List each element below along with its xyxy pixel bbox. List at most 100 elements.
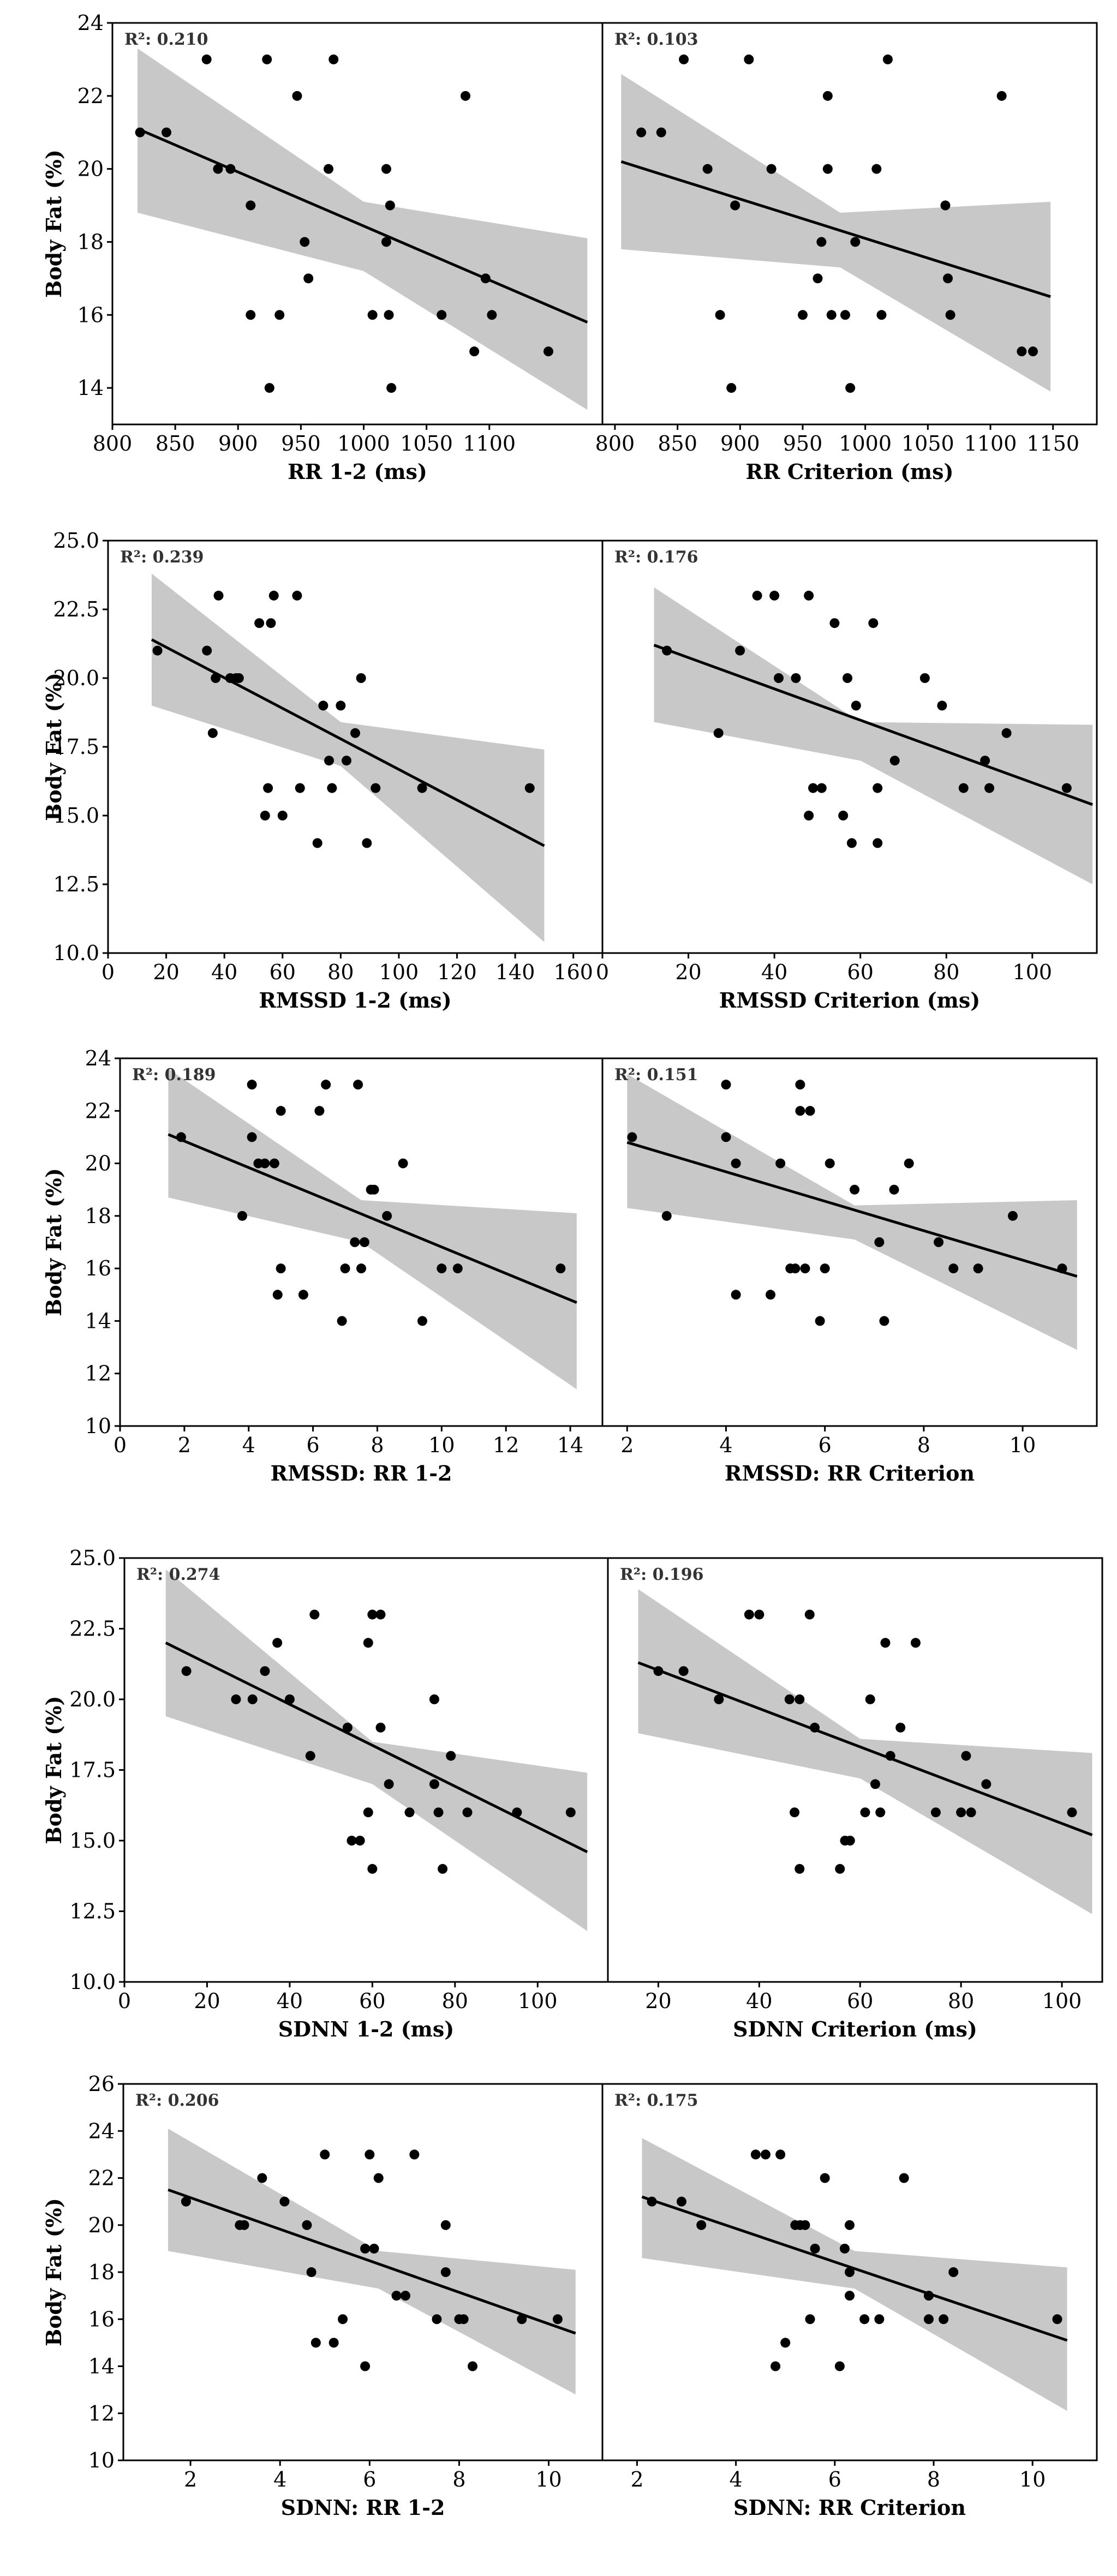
data-point	[268, 590, 279, 601]
data-point	[810, 1722, 820, 1733]
data-point	[815, 1316, 825, 1326]
scatter-panel-2-1: 0 20 40 60 80 100 120 140 160 RMSSD 1-2 (ms) R²: 0…	[41, 529, 604, 1013]
data-point	[371, 783, 381, 793]
plot-area	[151, 573, 545, 942]
data-point	[350, 728, 360, 738]
data-point	[384, 1779, 394, 1789]
data-point	[1007, 1211, 1018, 1221]
data-point	[279, 2196, 290, 2207]
x-tick-label: 10	[428, 1433, 455, 1457]
data-point	[875, 1807, 886, 1818]
data-point	[213, 164, 223, 174]
data-point	[647, 2196, 657, 2207]
confidence-band	[165, 1569, 588, 1931]
data-point	[845, 2220, 855, 2230]
data-point	[744, 54, 754, 64]
x-tick-label: 1000	[337, 432, 390, 456]
data-point	[656, 127, 666, 137]
r-squared-label: R²: 0.189	[132, 1065, 216, 1085]
data-point	[355, 1836, 365, 1846]
data-point	[774, 673, 784, 683]
data-point	[923, 2314, 934, 2325]
data-point	[766, 164, 776, 174]
panel-frame	[601, 22, 1098, 426]
data-point	[766, 1290, 776, 1300]
scatter-panel-1-1: 800 850 900 950 1000 1050 1100 RR 1-2 (ms) R²: 0…	[41, 11, 604, 484]
panel-frame	[601, 540, 1098, 954]
scatter-panel-3-2: 2 4 6 8 10 RMSSD: RR Criterion R²: 0.151	[601, 1057, 1098, 1485]
data-point	[679, 54, 689, 64]
data-point	[356, 1263, 366, 1274]
x-tick-label: 100	[518, 1989, 558, 2013]
data-point	[870, 1779, 880, 1789]
data-point	[433, 1807, 444, 1818]
r-squared-label: R²: 0.210	[124, 30, 208, 49]
data-point	[314, 1106, 325, 1116]
scatter-panel-2-2: 0 20 40 60 80 100 RMSSD Criterion (ms) R²: 0.17…	[596, 540, 1098, 1013]
data-point	[804, 1609, 815, 1620]
data-point	[804, 590, 814, 601]
x-tick-label: 8	[917, 1433, 930, 1457]
data-point	[176, 1132, 186, 1142]
data-point	[939, 2314, 949, 2325]
regression-line	[137, 127, 588, 324]
data-point	[721, 1080, 731, 1090]
regression-line	[168, 2188, 576, 2335]
regression-line	[165, 1642, 588, 1853]
y-tick-label: 14	[77, 376, 104, 400]
data-point	[231, 1694, 241, 1704]
data-point	[305, 1751, 315, 1761]
x-axis-label: SDNN: RR Criterion	[733, 2495, 966, 2520]
x-tick-label: 10	[535, 2467, 562, 2491]
y-axis-label: Body Fat (%)	[41, 673, 66, 821]
y-tick-label: 18	[88, 2260, 115, 2284]
data-point	[873, 783, 883, 793]
x-tick-label: 4	[719, 1433, 732, 1457]
confidence-band	[621, 74, 1051, 392]
data-point	[845, 383, 856, 393]
x-tick-label: 100	[1013, 960, 1053, 984]
data-point	[822, 164, 833, 174]
data-point	[373, 2173, 384, 2183]
data-point	[874, 1237, 885, 1247]
y-tick-label: 12	[85, 1362, 111, 1386]
data-point	[845, 2267, 855, 2277]
data-point	[676, 2196, 686, 2207]
data-point	[816, 237, 827, 247]
y-tick-label: 16	[77, 303, 104, 327]
data-point	[904, 1158, 914, 1169]
y-tick-label: 14	[85, 1309, 111, 1333]
data-point	[873, 838, 883, 848]
data-point	[966, 1807, 976, 1818]
data-point	[247, 1080, 257, 1090]
data-point	[432, 2314, 442, 2325]
x-tick-label: 6	[363, 2467, 376, 2491]
x-tick-label: 12	[493, 1433, 519, 1457]
data-point	[328, 2338, 339, 2348]
x-tick-label: 140	[495, 960, 535, 984]
data-point	[362, 838, 372, 848]
x-tick-label: 1050	[400, 432, 453, 456]
data-point	[400, 2291, 410, 2301]
data-point	[437, 1263, 447, 1274]
data-point	[752, 590, 762, 601]
data-point	[923, 2291, 934, 2301]
data-point	[850, 1184, 860, 1195]
regression-line	[168, 1133, 577, 1304]
r-squared-label: R²: 0.274	[136, 1565, 220, 1584]
data-point	[274, 310, 285, 320]
data-point	[321, 1080, 331, 1090]
y-tick-label: 22.5	[69, 1617, 116, 1641]
x-tick-label: 80	[327, 960, 354, 984]
data-point	[359, 1237, 369, 1247]
data-point	[838, 811, 849, 820]
data-point	[754, 1609, 764, 1620]
panel-frame	[601, 1057, 1098, 1427]
y-tick-label: 10	[85, 1414, 111, 1438]
data-point	[417, 1316, 427, 1326]
data-point	[810, 2243, 820, 2254]
data-point	[276, 1106, 286, 1116]
data-point	[524, 783, 535, 793]
data-point	[375, 1609, 386, 1620]
